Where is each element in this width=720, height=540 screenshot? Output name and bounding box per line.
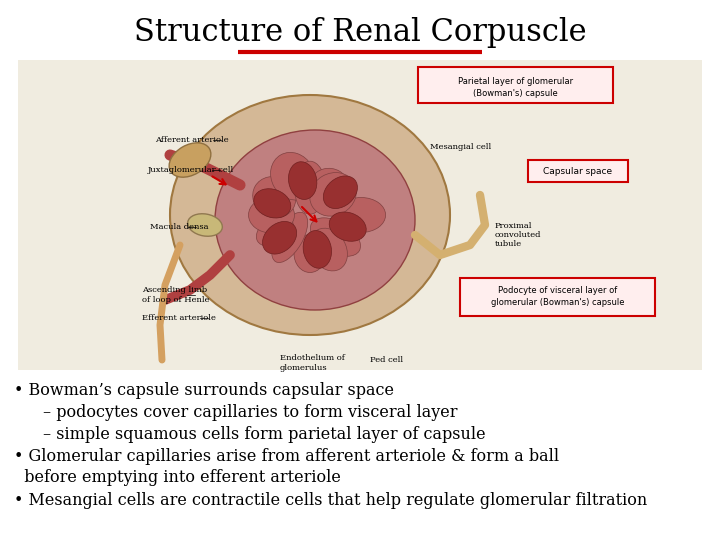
Bar [18,60,702,370]
Text: – podocytes cover capillaries to form visceral layer: – podocytes cover capillaries to form vi… [43,404,458,421]
Text: Endothelium of
glomerulus: Endothelium of glomerulus [280,354,345,372]
Text: Efferent arteriole: Efferent arteriole [142,314,216,322]
Ellipse shape [253,188,291,218]
Ellipse shape [294,234,326,273]
Ellipse shape [294,161,325,214]
Text: Capsular space: Capsular space [544,166,613,176]
Text: – simple squamous cells form parietal layer of capsule: – simple squamous cells form parietal la… [43,426,486,443]
Bar [418,67,613,103]
Text: Parietal layer of glomerular: Parietal layer of glomerular [458,77,573,86]
Text: • Glomerular capillaries arise from afferent arteriole & form a ball
  before em: • Glomerular capillaries arise from affe… [14,448,559,486]
Ellipse shape [188,214,222,237]
Ellipse shape [323,176,357,208]
Ellipse shape [303,231,331,268]
Text: Podocyte of visceral layer of: Podocyte of visceral layer of [498,286,617,295]
Ellipse shape [248,197,294,233]
Ellipse shape [169,143,211,177]
Text: Macula densa: Macula densa [150,223,209,231]
Ellipse shape [289,162,317,199]
Text: Ascending limb
of loop of Henle: Ascending limb of loop of Henle [142,286,210,303]
Text: Proximal
convoluted
tubule: Proximal convoluted tubule [495,222,541,248]
Text: Juxtaglomerular cell: Juxtaglomerular cell [148,166,234,174]
Text: Structure of Renal Corpuscle: Structure of Renal Corpuscle [134,17,586,48]
Ellipse shape [310,228,348,271]
Text: Mesangial cell: Mesangial cell [430,143,491,151]
Ellipse shape [263,221,297,254]
Ellipse shape [256,216,293,246]
Text: Ped cell: Ped cell [370,356,403,364]
Ellipse shape [310,173,356,216]
Ellipse shape [271,212,307,262]
Bar [528,160,628,182]
Ellipse shape [170,95,450,335]
Ellipse shape [337,198,386,233]
Ellipse shape [253,177,296,218]
Text: Afferent arteriole: Afferent arteriole [155,136,229,144]
Text: • Mesangial cells are contractile cells that help regulate glomerular filtration: • Mesangial cells are contractile cells … [14,492,648,509]
Ellipse shape [215,130,415,310]
Ellipse shape [308,168,350,210]
Text: glomerular (Bowman's) capsule: glomerular (Bowman's) capsule [491,298,624,307]
Text: • Bowman’s capsule surrounds capsular space: • Bowman’s capsule surrounds capsular sp… [14,382,395,399]
Text: (Bowman's) capsule: (Bowman's) capsule [473,89,558,98]
Ellipse shape [329,212,366,241]
Bar [460,278,655,316]
Ellipse shape [271,152,315,200]
Ellipse shape [310,218,361,256]
